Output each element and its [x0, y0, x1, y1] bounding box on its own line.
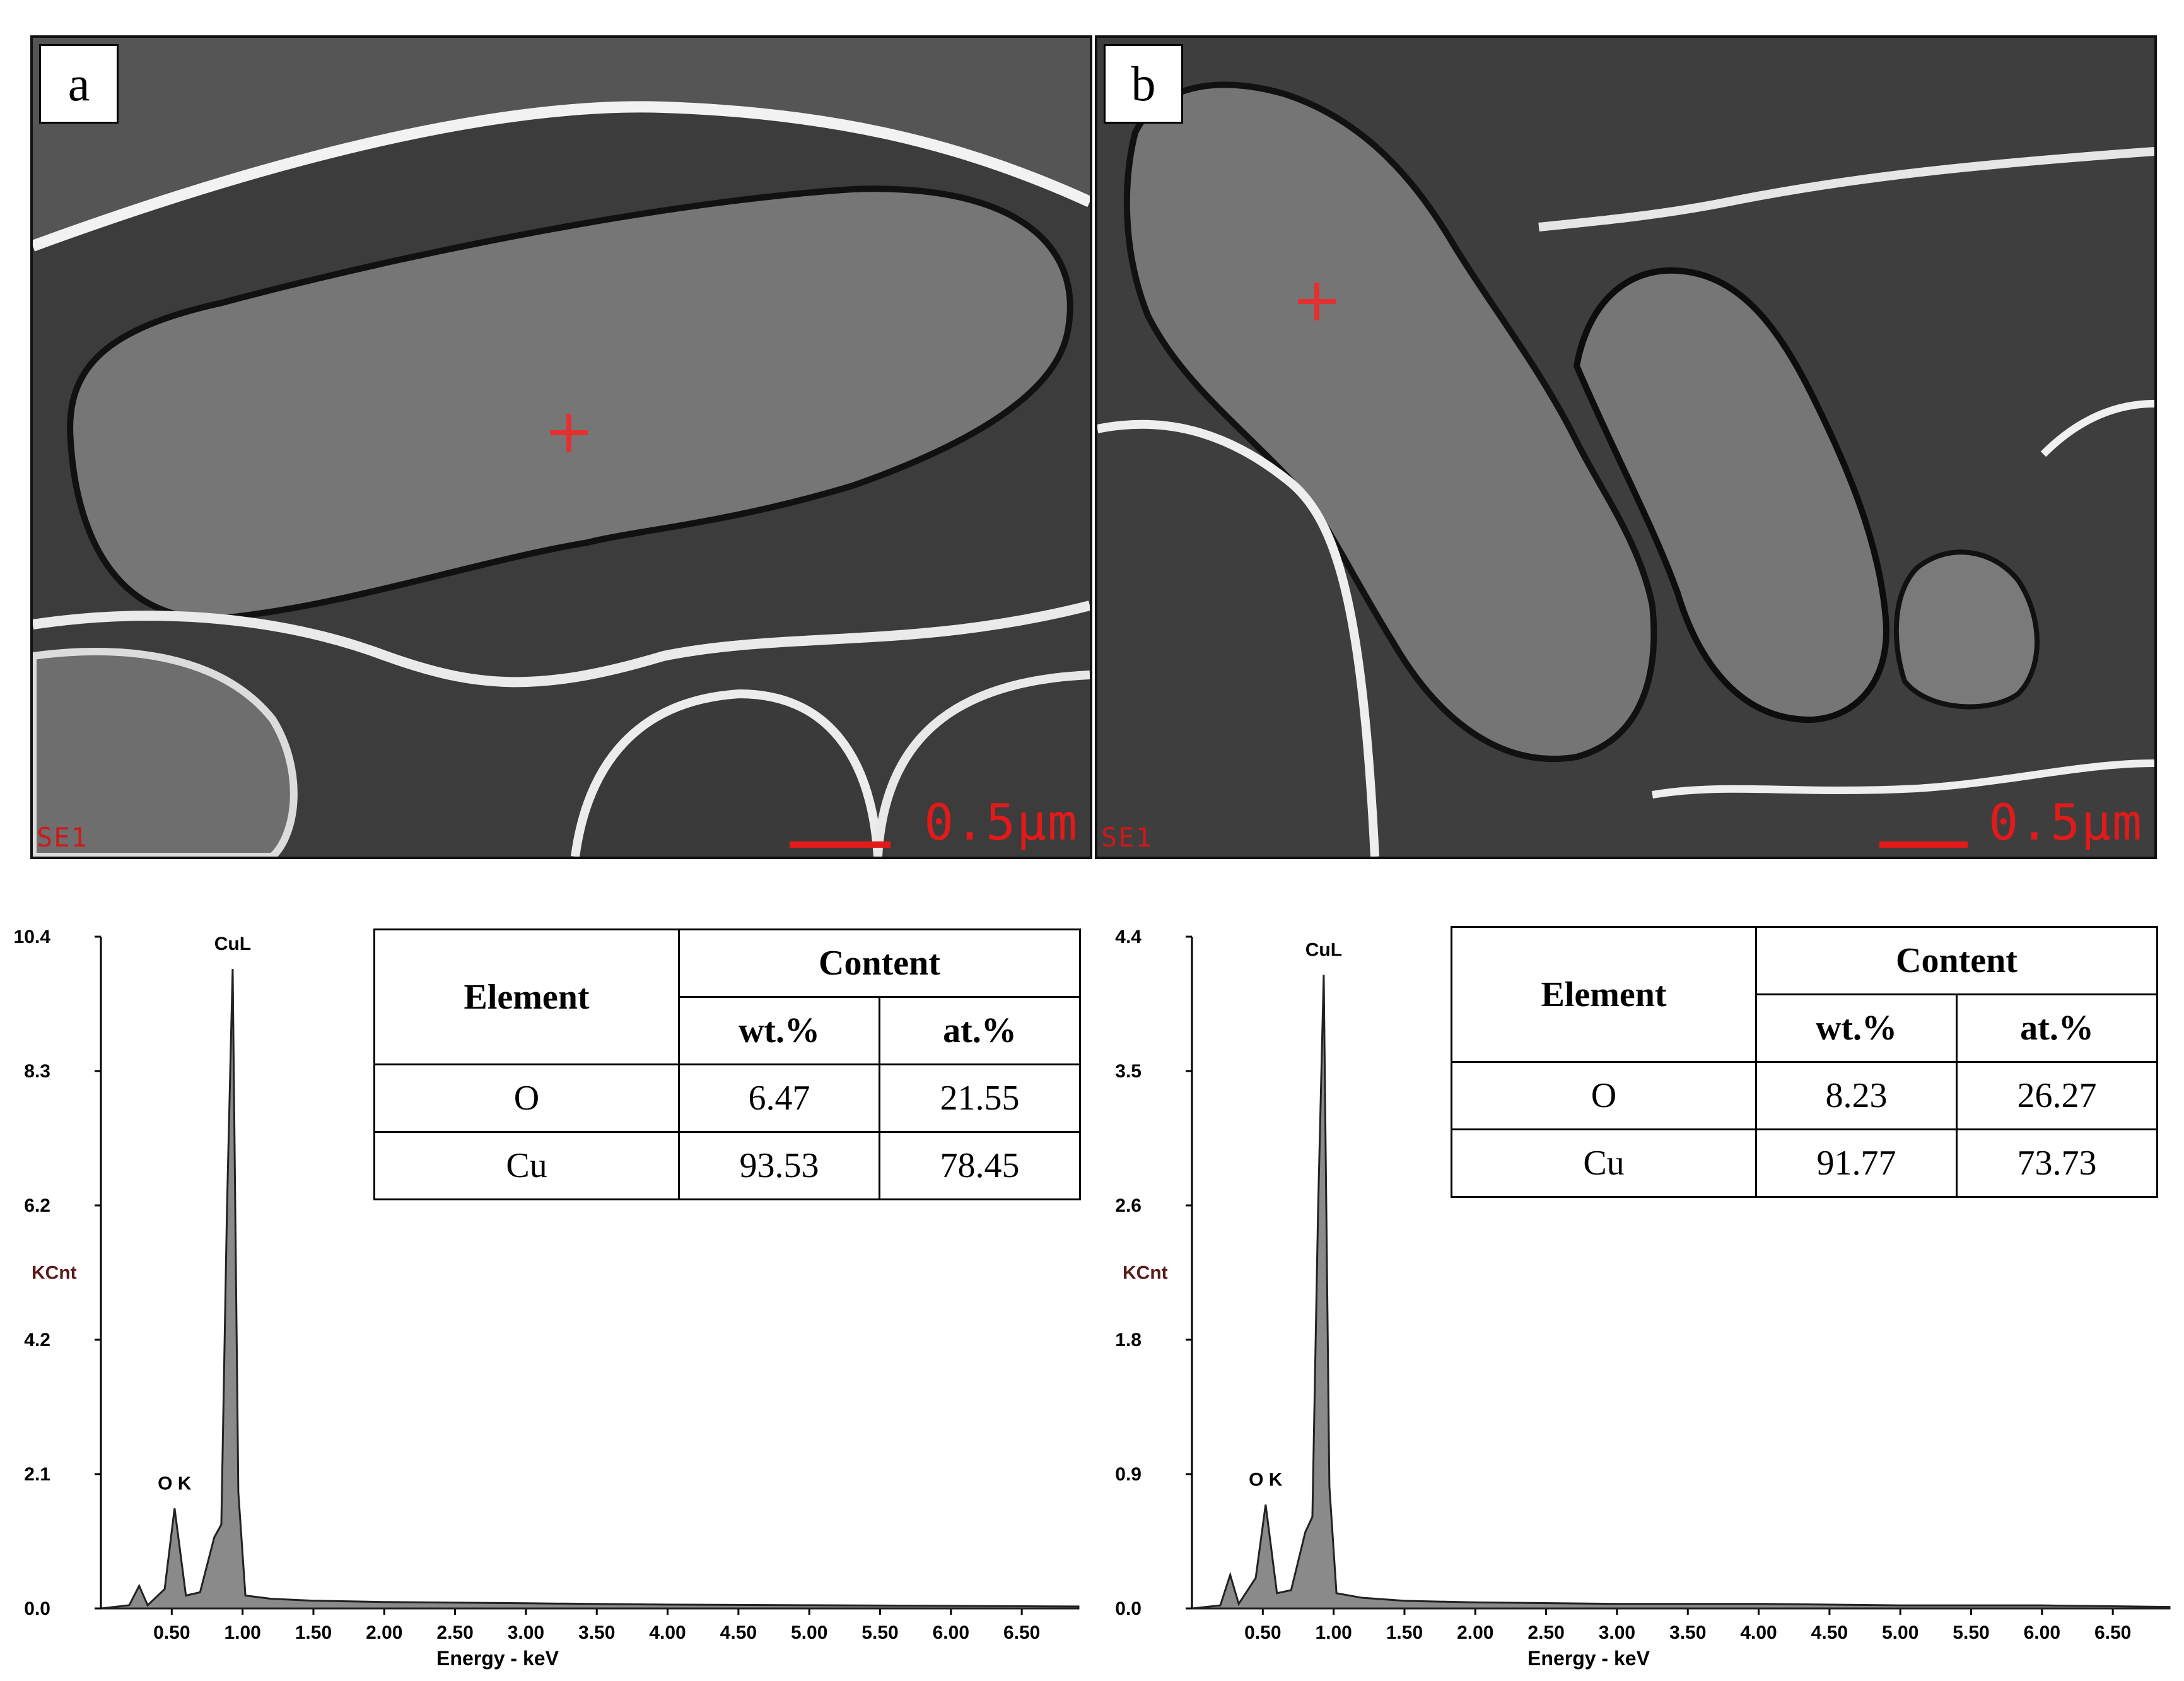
x-tick-label: 2.50 [1527, 1622, 1564, 1643]
y-tick-label: 6.2 [24, 1195, 50, 1216]
x-tick-label: 4.50 [1811, 1622, 1848, 1643]
composition-table-b: Element Content wt.% at.% O 8.23 26.27 C… [1451, 926, 2158, 1198]
panel-label-b: b [1104, 44, 1183, 124]
y-axis-unit: KCnt [32, 1263, 77, 1284]
element-cell: Cu [1451, 1128, 1757, 1198]
x-tick-label: 2.00 [1457, 1622, 1493, 1643]
y-tick-label: 3.5 [1115, 1061, 1142, 1082]
y-tick-label: 0.0 [1115, 1598, 1142, 1619]
table-row: Cu 91.77 73.73 [1451, 1128, 2158, 1198]
wt-cell: 91.77 [1755, 1128, 1958, 1198]
element-header: Element [1451, 926, 1757, 1063]
y-tick-label: 2.1 [24, 1464, 50, 1485]
y-tick-label: 0.9 [1115, 1464, 1142, 1485]
content-header: Content [678, 928, 1081, 998]
peak-label: CuL [214, 934, 251, 954]
sem-image-a: a SE1 0.5μm [30, 35, 1092, 859]
x-axis-label: Energy - keV [436, 1647, 559, 1670]
peak-label: CuL [1305, 940, 1342, 961]
sem-micrograph-a [33, 38, 1090, 857]
at-cell: 78.45 [879, 1131, 1081, 1200]
content-header: Content [1755, 926, 2158, 995]
detector-label-a: SE1 [37, 822, 88, 853]
x-tick-label: 6.00 [933, 1622, 969, 1643]
x-tick-label: 4.00 [649, 1622, 686, 1643]
wt-cell: 8.23 [1755, 1061, 1958, 1130]
wt-cell: 93.53 [678, 1131, 880, 1200]
wt-cell: 6.47 [678, 1063, 880, 1133]
scale-bar-label-a: 0.5μm [924, 795, 1078, 852]
scale-bar-label-b: 0.5μm [1988, 795, 2143, 852]
x-tick-label: 2.00 [366, 1622, 402, 1643]
y-tick-label: 2.6 [1115, 1195, 1142, 1216]
at-header: at.% [879, 996, 1081, 1065]
eds-spectrum-svg-b: 0.0 0.9 1.8 2.6 3.5 4.4 KCnt 0.50 1.00 1.50 2.00 2.… [1115, 927, 2171, 1670]
composition-table-a: Element Content wt.% at.% O 6.47 21.55 C… [373, 928, 1081, 1200]
x-tick-label: 6.50 [1003, 1622, 1040, 1643]
detector-label-b: SE1 [1101, 822, 1153, 853]
y-tick-label: 4.2 [24, 1330, 50, 1350]
element-header: Element [373, 928, 680, 1065]
spectrum-series [1191, 975, 2171, 1610]
wt-header: wt.% [1755, 993, 1958, 1063]
x-tick-label: 1.50 [295, 1622, 332, 1643]
wt-header: wt.% [678, 996, 880, 1065]
y-tick-label: 4.4 [1115, 927, 1142, 947]
x-axis-label: Energy - keV [1527, 1647, 1650, 1670]
table-row: Cu 93.53 78.45 [373, 1131, 1081, 1200]
element-cell: O [1451, 1061, 1757, 1130]
sem-micrograph-b [1097, 38, 2154, 857]
y-tick-label: 1.8 [1115, 1330, 1142, 1350]
x-tick-label: 6.00 [2024, 1622, 2060, 1643]
x-tick-label: 5.50 [861, 1622, 898, 1643]
x-tick-label: 6.50 [2094, 1622, 2131, 1643]
y-tick-label: 0.0 [24, 1598, 50, 1619]
x-tick-label: 3.00 [1599, 1622, 1635, 1643]
y-axis-unit: KCnt [1123, 1263, 1168, 1284]
y-tick-label: 10.4 [14, 927, 51, 947]
peak-label: O K [1249, 1469, 1283, 1490]
at-cell: 26.27 [1956, 1061, 2158, 1130]
x-tick-label: 1.00 [224, 1622, 260, 1643]
x-tick-label: 3.00 [508, 1622, 544, 1643]
x-tick-label: 0.50 [1244, 1622, 1281, 1643]
table-row: O 8.23 26.27 [1451, 1061, 2158, 1130]
eds-spectrum-a: 0.0 2.1 4.2 6.2 8.3 10.4 KCnt 0.50 1.00 1.50 2.00 2… [0, 918, 1085, 1678]
peak-label: O K [158, 1473, 192, 1494]
at-header: at.% [1956, 993, 2158, 1063]
x-tick-label: 4.50 [720, 1622, 757, 1643]
y-tick-label: 8.3 [24, 1061, 50, 1082]
x-tick-label: 1.00 [1315, 1622, 1352, 1643]
x-tick-label: 0.50 [153, 1622, 190, 1643]
sem-image-b: b SE1 0.5μm [1095, 35, 2157, 859]
eds-spectrum-svg-a: 0.0 2.1 4.2 6.2 8.3 10.4 KCnt 0.50 1.00 1.50 2.00 2… [14, 927, 1080, 1670]
x-tick-label: 3.50 [1669, 1622, 1706, 1643]
x-tick-label: 1.50 [1386, 1622, 1423, 1643]
eds-spectrum-b: 0.0 0.9 1.8 2.6 3.5 4.4 KCnt 0.50 1.00 1.50 2.00 2.… [1091, 918, 2176, 1678]
spectrum-series [100, 969, 1080, 1610]
at-cell: 21.55 [879, 1063, 1081, 1133]
x-tick-label: 5.00 [1882, 1622, 1918, 1643]
x-tick-label: 3.50 [578, 1622, 615, 1643]
element-cell: O [373, 1063, 680, 1133]
at-cell: 73.73 [1956, 1128, 2158, 1198]
panel-label-a: a [39, 44, 119, 124]
x-tick-label: 2.50 [436, 1622, 473, 1643]
x-tick-label: 5.50 [1953, 1622, 1989, 1643]
x-tick-label: 5.00 [791, 1622, 827, 1643]
element-cell: Cu [373, 1131, 680, 1200]
x-tick-label: 4.00 [1740, 1622, 1777, 1643]
table-row: O 6.47 21.55 [373, 1063, 1081, 1133]
